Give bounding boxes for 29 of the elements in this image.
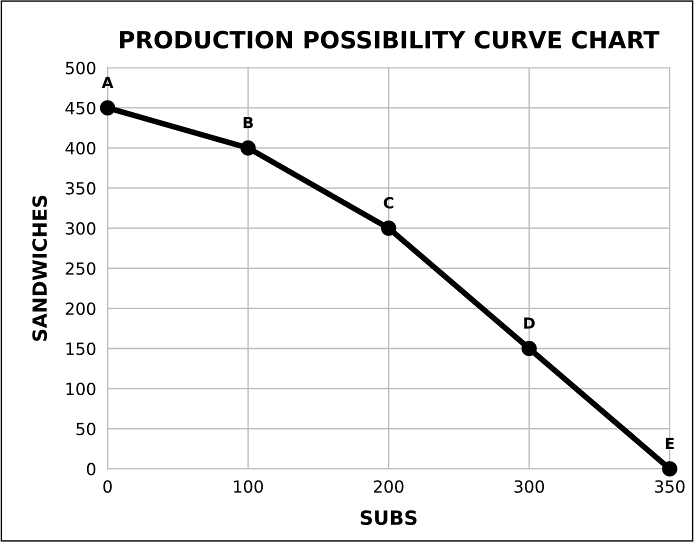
- annotation: E: [666, 438, 674, 449]
- x-tick-label: 300: [514, 480, 544, 493]
- y-tick-label: 300: [66, 222, 96, 235]
- y-tick-label: 450: [65, 102, 96, 114]
- x-tick-label: 350: [655, 480, 685, 493]
- annotation: B: [244, 116, 253, 128]
- y-tick-label: 250: [66, 262, 96, 275]
- y-axis-title: SANDWICHES: [32, 196, 47, 341]
- y-tick-label: 200: [66, 302, 96, 315]
- point: [240, 140, 256, 156]
- y-tick-label: 400: [65, 142, 96, 155]
- y-tick-label: 500: [66, 62, 96, 74]
- chart-title: PRODUCTION POSSIBILITY CURVE CHART: [120, 30, 660, 49]
- x-axis-title: SUBS: [360, 510, 417, 526]
- point: [381, 220, 396, 236]
- x-tick-label: 100: [234, 480, 263, 493]
- annotation: D: [524, 318, 535, 329]
- y-tick-label: 150: [66, 342, 96, 356]
- x-tick-label: 200: [374, 480, 404, 493]
- y-tick-label: 0: [86, 462, 96, 476]
- annotation: C: [384, 197, 394, 209]
- point: [662, 461, 678, 476]
- y-tick-label: 50: [76, 422, 96, 436]
- annotation: A: [102, 76, 114, 88]
- x-tick-label: 0: [103, 480, 112, 493]
- y-tick-label: 350: [66, 182, 96, 195]
- point: [522, 340, 537, 356]
- y-tick-label: 100: [66, 382, 96, 396]
- point: [100, 100, 116, 116]
